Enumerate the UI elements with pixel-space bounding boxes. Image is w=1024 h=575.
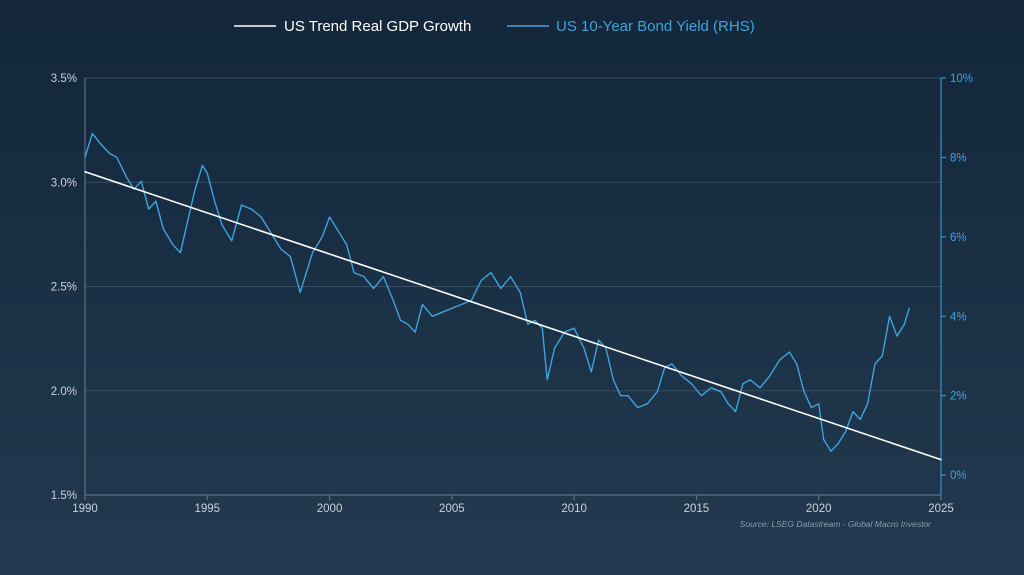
gridlines: [85, 77, 941, 392]
x-tick-label: 1990: [72, 503, 98, 515]
x-tick-label: 2020: [806, 503, 832, 515]
legend-label-yield: US 10-Year Bond Yield (RHS): [556, 18, 755, 35]
y-right-tick-label: 4%: [950, 311, 967, 323]
axes: [84, 78, 942, 496]
x-tick-label: 2010: [561, 503, 587, 515]
y-left-tick-label: 1.5%: [51, 490, 77, 502]
y-right-tick-label: 2%: [950, 391, 967, 403]
legend-label-gdp: US Trend Real GDP Growth: [284, 18, 471, 35]
y-left-tick-label: 2.0%: [51, 386, 77, 398]
y-left-tick-label: 3.5%: [51, 73, 77, 85]
x-tick-label: 1995: [194, 503, 220, 515]
y-left-tick-label: 2.5%: [51, 282, 77, 294]
x-tick-label: 2005: [439, 503, 465, 515]
left-tick-labels: 1.5% 2.0% 2.5% 3.0% 3.5%: [51, 73, 77, 502]
y-right-tick-label: 0%: [950, 470, 967, 482]
x-tick-labels: 1990 1995 2000 2005 2010 2015 2020 2025: [72, 495, 954, 515]
source-annotation: Source: LSEG Datastream - Global Macro I…: [740, 519, 932, 529]
y-right-tick-label: 10%: [950, 73, 973, 85]
legend: US Trend Real GDP Growth US 10-Year Bond…: [234, 18, 755, 35]
x-tick-label: 2025: [928, 503, 954, 515]
series-line-trend-gdp: [84, 171, 942, 461]
series-layer: [84, 132, 942, 461]
series-line-bond-yield: [84, 132, 910, 452]
y-left-tick-label: 3.0%: [51, 177, 77, 189]
right-tick-labels: 0% 2% 4% 6% 8% 10%: [941, 73, 973, 482]
x-tick-label: 2015: [684, 503, 710, 515]
y-right-tick-label: 6%: [950, 232, 967, 244]
y-right-tick-label: 8%: [950, 152, 967, 164]
x-tick-label: 2000: [317, 503, 343, 515]
